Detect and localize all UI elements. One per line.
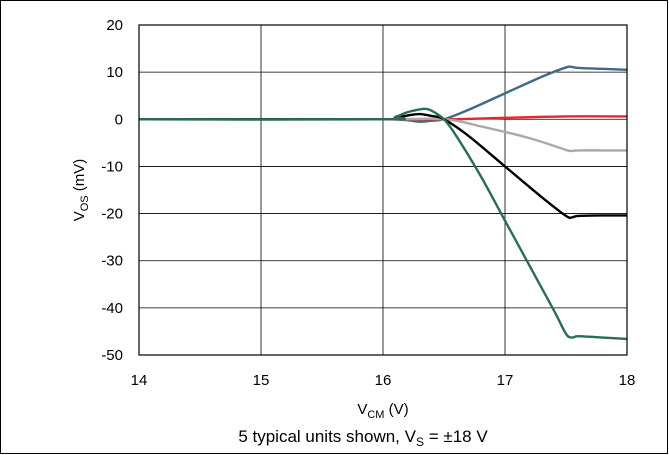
x-tick-label-0: 14 — [131, 372, 148, 389]
y-tick-label-7: -50 — [101, 347, 123, 364]
y-tick-label-2: 0 — [115, 111, 123, 128]
plot-border — [138, 24, 628, 356]
x-tick-label-2: 16 — [375, 372, 392, 389]
y-tick-label-0: 20 — [106, 17, 123, 34]
x-tick-label-3: 17 — [497, 372, 514, 389]
y-tick-label-4: -20 — [101, 206, 123, 223]
x-tick-label-1: 15 — [253, 372, 270, 389]
y-tick-label-6: -40 — [101, 300, 123, 317]
y-tick-labels: 20 10 0 -10 -20 -30 -40 -50 — [101, 17, 123, 364]
y-axis-label: VOS (mV) — [71, 159, 91, 222]
x-tick-labels: 14 15 16 17 18 — [131, 372, 636, 389]
x-tick-label-4: 18 — [619, 372, 636, 389]
y-tick-label-1: 10 — [106, 64, 123, 81]
series-line-5 — [138, 107, 628, 341]
y-tick-label-3: -10 — [101, 158, 123, 175]
chart-caption: 5 typical units shown, VS = ±18 V — [238, 427, 488, 449]
x-axis-label: VCM (V) — [357, 401, 408, 421]
series-layer — [138, 65, 628, 341]
y-tick-label-5: -30 — [101, 253, 123, 270]
